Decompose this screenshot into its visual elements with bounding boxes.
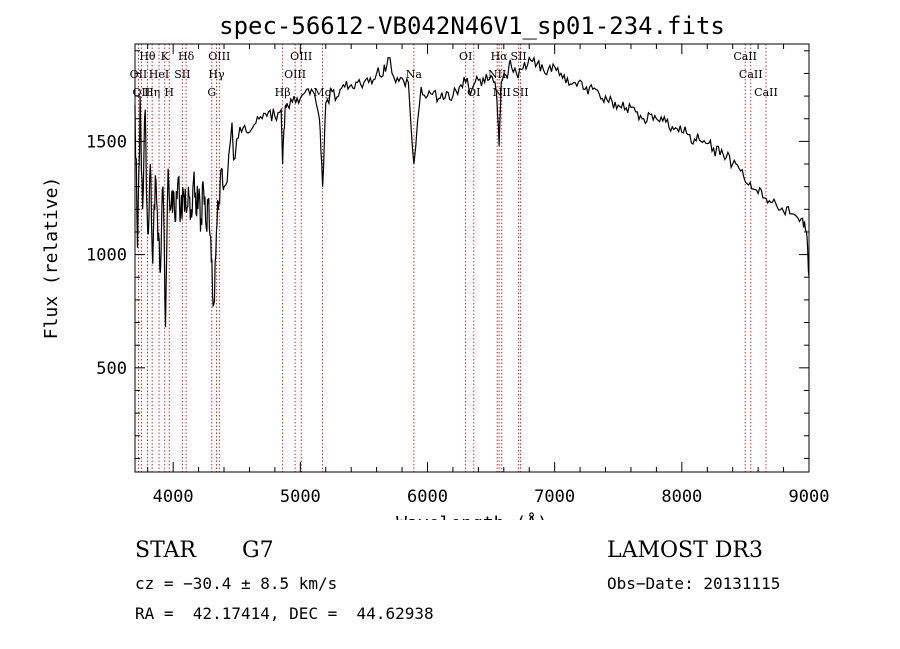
observation-date: Obs−Date: 20131115 [607, 574, 781, 593]
spectrum-line [134, 55, 810, 328]
spectrum-plot: spec-56612-VB042N46V1_sp01-234.fits OII O… [41, 12, 830, 520]
spectral-line-markers [137, 44, 767, 472]
line-label-5: K [161, 50, 170, 63]
line-label-12: Hβ [275, 86, 291, 99]
line-label-23: SII [512, 86, 528, 99]
survey-name: LAMOST DR3 [607, 538, 763, 563]
line-label-25: CaII [739, 68, 763, 81]
line-label-2: Hθ [139, 50, 156, 63]
x-axis-label: Wavelength (Å) [396, 512, 548, 520]
line-label-11: OIII [208, 50, 230, 63]
x-tick-label-9000: 9000 [789, 487, 830, 507]
x-tick-label-5000: 5000 [280, 487, 321, 507]
line-label-22: SII [511, 50, 527, 63]
line-label-13: OIII [284, 68, 306, 81]
chart-title: spec-56612-VB042N46V1_sp01-234.fits [219, 12, 725, 40]
line-label-9: G [207, 86, 216, 99]
line-label-7: SII [174, 68, 190, 81]
line-label-21: NII [493, 86, 511, 99]
line-label-15: Mg [313, 86, 331, 99]
line-label-17: OI [459, 50, 472, 63]
coordinates: RA = 42.17414, DEC = 44.62938 [135, 604, 434, 623]
x-tick-label-8000: 8000 [661, 487, 702, 507]
y-axis-label: Flux (relative) [41, 177, 62, 340]
line-label-26: CaII [754, 86, 778, 99]
redshift-velocity: cz = −30.4 ± 8.5 km/s [135, 574, 338, 593]
line-label-0: OII [130, 68, 148, 81]
line-label-4: HeI [149, 68, 169, 81]
line-label-14: OIII [290, 50, 312, 63]
line-label-20: Hα [491, 50, 509, 63]
x-tick-label-7000: 7000 [534, 487, 575, 507]
y-tick-label-1500: 1500 [86, 132, 127, 152]
plot-frame [134, 43, 810, 473]
object-class: STAR [135, 538, 196, 563]
x-axis-ticks: 4000 5000 6000 7000 8000 9000 [147, 44, 830, 507]
y-tick-label-500: 500 [96, 359, 127, 379]
y-tick-label-1000: 1000 [86, 246, 127, 266]
x-tick-label-6000: 6000 [407, 487, 448, 507]
line-label-3: Hη [144, 86, 160, 99]
subclass: G7 [242, 538, 274, 563]
line-label-24: CaII [733, 50, 757, 63]
line-label-8: Hδ [178, 50, 195, 63]
x-tick-label-4000: 4000 [153, 487, 194, 507]
y-axis-ticks: 500 1000 1500 [86, 50, 809, 459]
line-label-10: Hγ [208, 68, 225, 81]
line-label-6: H [164, 86, 174, 99]
line-label-16: Na [406, 68, 423, 81]
